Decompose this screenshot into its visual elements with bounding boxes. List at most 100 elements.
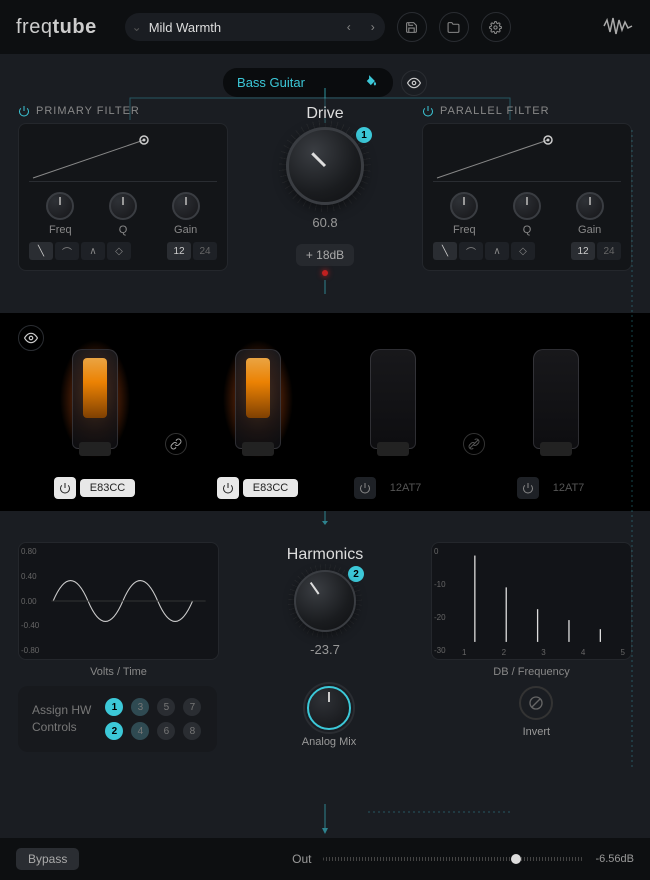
primary-filter-header: PRIMARY FILTER: [18, 105, 228, 117]
filters-row: PRIMARY FILTER Freq Q Gain ╲ ⌒ ∧ ◇ 12 24: [0, 97, 650, 280]
parallel-filter: PARALLEL FILTER Freq Q Gain ╲ ⌒ ∧ ◇ 12 2…: [422, 105, 632, 280]
node-badge-2[interactable]: 2: [348, 566, 364, 582]
drive-knob[interactable]: [286, 127, 364, 205]
knob-label: Gain: [174, 224, 197, 236]
instrument-name: Bass Guitar: [237, 75, 305, 90]
primary-gain-knob[interactable]: [172, 192, 200, 220]
analog-mix-knob[interactable]: [307, 686, 351, 730]
tube-model-button[interactable]: 12AT7: [543, 479, 595, 497]
invert-button[interactable]: [519, 686, 553, 720]
tube-link-button[interactable]: [463, 433, 485, 455]
instrument-chip[interactable]: Bass Guitar: [223, 68, 393, 97]
bypass-button[interactable]: Bypass: [16, 848, 79, 870]
drive-title: Drive: [306, 105, 343, 123]
instrument-row: Bass Guitar: [0, 68, 650, 97]
slope-12[interactable]: 12: [571, 242, 595, 260]
preset-selector[interactable]: ⌄ Mild Warmth ‹ ›: [125, 13, 385, 41]
parallel-q-knob[interactable]: [513, 192, 541, 220]
shape-notch[interactable]: ◇: [511, 242, 535, 260]
slope-12[interactable]: 12: [167, 242, 191, 260]
footer: Bypass Out -6.56dB: [0, 838, 650, 880]
out-slider[interactable]: [323, 857, 583, 861]
slope-24[interactable]: 24: [193, 242, 217, 260]
harmonics-value: -23.7: [310, 642, 340, 657]
primary-filter-panel: Freq Q Gain ╲ ⌒ ∧ ◇ 12 24: [18, 123, 228, 271]
parallel-filter-title: PARALLEL FILTER: [440, 105, 550, 117]
volts-label: Volts / Time: [18, 666, 219, 678]
tube-power-button[interactable]: [517, 477, 539, 499]
tube-model-button[interactable]: E83CC: [80, 479, 135, 497]
tubes-view-toggle[interactable]: [18, 325, 44, 351]
parallel-filter-curve[interactable]: [433, 134, 621, 182]
hw-slot-3[interactable]: 3: [131, 698, 149, 716]
shape-lowshelf[interactable]: ╲: [433, 242, 457, 260]
preset-next-button[interactable]: ›: [361, 15, 385, 39]
volts-time-graph: 0.800.400.00-0.40-0.80: [18, 542, 219, 660]
tube-power-button[interactable]: [54, 477, 76, 499]
knob-label: Gain: [578, 224, 601, 236]
shape-lowpass[interactable]: ⌒: [459, 242, 483, 260]
tubes-section: E83CC E83CC 12AT7: [0, 313, 650, 511]
tube-model-button[interactable]: 12AT7: [380, 479, 432, 497]
primary-shape-tabs: ╲ ⌒ ∧ ◇ 12 24: [29, 242, 217, 260]
settings-icon[interactable]: [481, 12, 511, 42]
out-slider-thumb[interactable]: [511, 854, 521, 864]
preset-name: Mild Warmth: [149, 20, 337, 35]
shape-lowpass[interactable]: ⌒: [55, 242, 79, 260]
tube-visual: [208, 329, 308, 469]
knob-label: Freq: [49, 224, 72, 236]
primary-freq-knob[interactable]: [46, 192, 74, 220]
brand-logo: freqtube: [16, 16, 97, 39]
primary-filter-title: PRIMARY FILTER: [36, 105, 140, 117]
primary-q-knob[interactable]: [109, 192, 137, 220]
parallel-gain-knob[interactable]: [576, 192, 604, 220]
tube-visual: [343, 329, 443, 469]
tube-link-button[interactable]: [165, 433, 187, 455]
slope-24[interactable]: 24: [597, 242, 621, 260]
header: freqtube ⌄ Mild Warmth ‹ ›: [0, 0, 650, 54]
node-badge-1[interactable]: 1: [356, 127, 372, 143]
view-toggle-icon[interactable]: [401, 70, 427, 96]
tube-model-button[interactable]: E83CC: [243, 479, 298, 497]
parallel-freq-knob[interactable]: [450, 192, 478, 220]
db-freq-graph: 0-10-20-30 12345: [431, 542, 632, 660]
tube-slot-1: E83CC: [193, 329, 322, 499]
invert-label: Invert: [523, 726, 551, 738]
knob-label: Q: [523, 224, 532, 236]
parallel-filter-panel: Freq Q Gain ╲ ⌒ ∧ ◇ 12 24: [422, 123, 632, 271]
save-icon[interactable]: [397, 12, 427, 42]
power-icon[interactable]: [422, 105, 434, 117]
shape-notch[interactable]: ◇: [107, 242, 131, 260]
tube-power-button[interactable]: [217, 477, 239, 499]
drive-value: 60.8: [312, 215, 337, 230]
tube-slot-0: E83CC: [30, 329, 159, 499]
parallel-shape-tabs: ╲ ⌒ ∧ ◇ 12 24: [433, 242, 621, 260]
preset-prev-button[interactable]: ‹: [337, 15, 361, 39]
folder-icon[interactable]: [439, 12, 469, 42]
primary-filter-curve[interactable]: [29, 134, 217, 182]
hw-slot-6[interactable]: 6: [157, 722, 175, 740]
waveform-logo-icon: [602, 16, 634, 39]
hw-slot-5[interactable]: 5: [157, 698, 175, 716]
fill-icon[interactable]: [365, 74, 379, 91]
preset-dropdown-icon[interactable]: ⌄: [125, 20, 149, 34]
hw-slot-4[interactable]: 4: [131, 722, 149, 740]
tube-slot-2: 12AT7: [328, 329, 457, 499]
flow-indicator: [322, 270, 328, 276]
hw-slot-1[interactable]: 1: [105, 698, 123, 716]
harmonics-section: 0.800.400.00-0.40-0.80 Volts / Time Harm…: [0, 528, 650, 686]
boost-button[interactable]: + 18dB: [296, 244, 354, 266]
hw-slot-8[interactable]: 8: [183, 722, 201, 740]
hw-label: Assign HW Controls: [32, 702, 91, 736]
analog-mix-label: Analog Mix: [302, 736, 356, 748]
knob-label: Freq: [453, 224, 476, 236]
power-icon[interactable]: [18, 105, 30, 117]
hw-slot-7[interactable]: 7: [183, 698, 201, 716]
hw-slot-2[interactable]: 2: [105, 722, 123, 740]
harmonics-knob[interactable]: [294, 570, 356, 632]
tube-power-button[interactable]: [354, 477, 376, 499]
shape-bell[interactable]: ∧: [81, 242, 105, 260]
shape-bell[interactable]: ∧: [485, 242, 509, 260]
shape-lowshelf[interactable]: ╲: [29, 242, 53, 260]
mix-row: Assign HW Controls 1357 2468 Analog Mix I…: [0, 686, 650, 760]
